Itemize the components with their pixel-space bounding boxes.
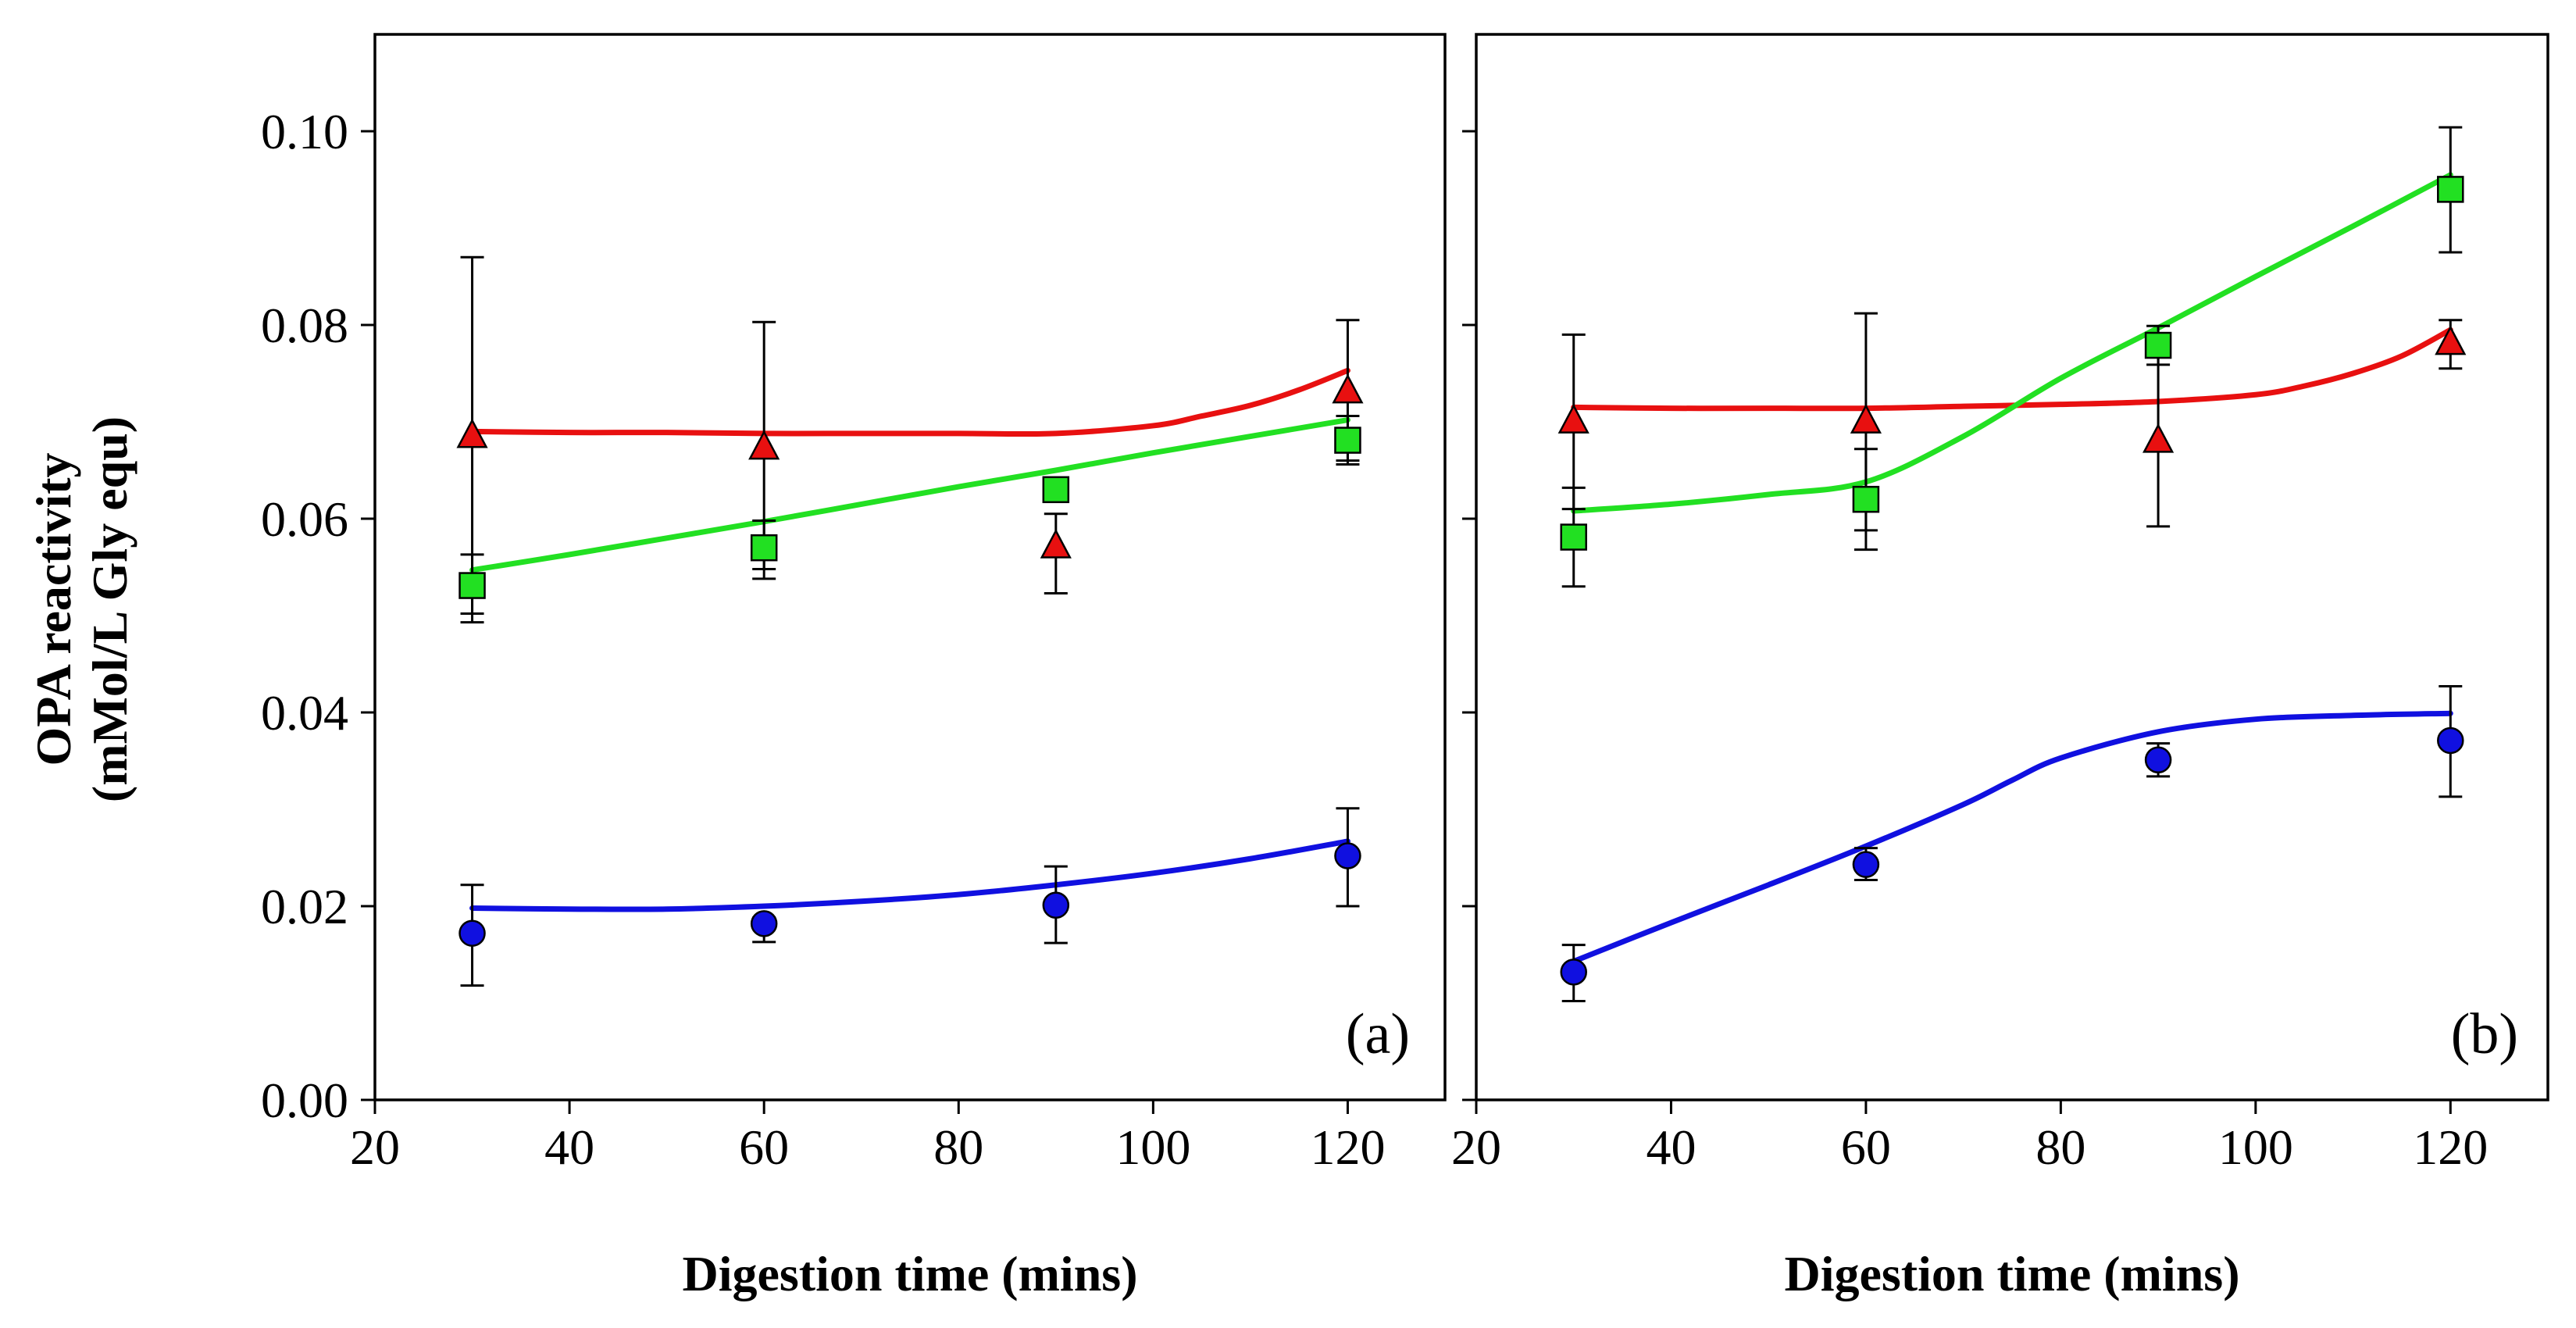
panel-b-blue-circles-point-90 [2144, 746, 2172, 774]
panel-a-x-tick-label-120: 120 [1310, 1119, 1385, 1175]
panel-b-green-squares-fit-line [1571, 172, 2453, 514]
panel-b-ticks: 20 40 60 80 100 120 [1451, 130, 2488, 1175]
panel-b-error-bars [1561, 126, 2463, 1003]
panel-b-red-triangles-point-30 [1557, 403, 1589, 434]
panel-a-x-tick-label-40: 40 [544, 1119, 594, 1175]
panel-b-green-squares-point-120 [2437, 176, 2464, 203]
panel-a: 20 40 60 80 100 120 0.00 0.02 0.04 0.06 0.08 0.10 (… [261, 33, 1447, 1301]
panel-a-red-triangles-point-30 [456, 418, 488, 448]
panel-a-red-triangles-fit-line [469, 367, 1350, 437]
panel-a-y-tick-label-0.06: 0.06 [261, 491, 348, 547]
panel-a-green-squares-point-120 [1334, 427, 1361, 454]
panel-a-markers [456, 373, 1364, 947]
panel-a-x-axis-title: Digestion time (mins) [682, 1246, 1137, 1301]
panel-a-y-tick-label-0.10: 0.10 [261, 104, 348, 159]
panel-b-red-triangles-fit-line [1571, 327, 2453, 412]
panel-a-x-tick-label-80: 80 [933, 1119, 983, 1175]
panel-b-markers [1557, 176, 2467, 986]
panel-a-frame [373, 33, 1447, 1101]
panel-b-red-triangles-point-90 [2143, 423, 2175, 453]
panel-a-label: (a) [1346, 1002, 1410, 1066]
panel-a-x-tick-label-100: 100 [1115, 1119, 1190, 1175]
y-axis-title-line1: OPA reactivity [26, 452, 81, 766]
panel-b-blue-circles-fit-line [1571, 710, 2453, 965]
panel-a-green-squares-point-90 [1042, 476, 1070, 504]
panel-a-red-triangles-point-120 [1332, 373, 1364, 404]
y-axis-title-line2: (mMol/L Gly equ) [82, 416, 137, 802]
panel-b: 20 40 60 80 100 120 (b) Digestion time (mins) [1451, 33, 2549, 1301]
panel-b-red-triangles-point-120 [2435, 325, 2467, 355]
panel-a-y-tick-label-0.08: 0.08 [261, 298, 348, 353]
panel-a-blue-circles-point-30 [458, 919, 486, 947]
panel-b-blue-circles-point-60 [1852, 851, 1880, 878]
panel-b-x-tick-label-120: 120 [2413, 1119, 2488, 1175]
panel-b-label: (b) [2451, 1002, 2518, 1066]
panel-b-green-squares-point-30 [1560, 523, 1587, 551]
y-axis-title: OPA reactivity (mMol/L Gly equ) [26, 416, 137, 802]
panel-a-y-tick-label-0.00: 0.00 [261, 1073, 348, 1128]
panel-b-blue-circles-point-30 [1560, 959, 1587, 986]
panel-a-green-squares-fit-line [469, 417, 1350, 573]
panel-b-x-tick-label-40: 40 [1646, 1119, 1696, 1175]
panel-b-frame [1475, 33, 2549, 1101]
panel-b-green-squares-point-60 [1852, 485, 1880, 513]
panel-b-x-tick-label-80: 80 [2035, 1119, 2085, 1175]
panel-a-green-squares-point-30 [458, 572, 486, 599]
panel-b-x-axis-title: Digestion time (mins) [1784, 1246, 2239, 1301]
panel-b-red-triangles-point-60 [1850, 403, 1882, 434]
panel-a-blue-circles-point-120 [1334, 842, 1361, 869]
panel-a-red-triangles-point-90 [1040, 528, 1072, 559]
panel-a-blue-circles-fit-line [469, 838, 1350, 912]
panel-b-x-tick-label-20: 20 [1451, 1119, 1501, 1175]
panel-a-ticks: 20 40 60 80 100 120 0.00 0.02 0.04 0.06 0.08 0.10 [261, 104, 1385, 1175]
panel-a-fit-lines [469, 367, 1350, 912]
panel-a-y-tick-label-0.02: 0.02 [261, 879, 348, 934]
panel-a-x-tick-label-60: 60 [739, 1119, 789, 1175]
panel-a-blue-circles-point-90 [1042, 891, 1070, 919]
panel-a-red-triangles-point-60 [748, 430, 780, 460]
panel-a-error-bars [460, 255, 1360, 987]
panel-b-fit-lines [1571, 172, 2453, 965]
panel-a-blue-circles-point-60 [750, 910, 778, 937]
panel-b-x-tick-label-60: 60 [1841, 1119, 1891, 1175]
panel-b-blue-circles-point-120 [2437, 726, 2464, 755]
panel-b-x-tick-label-100: 100 [2218, 1119, 2293, 1175]
panel-a-y-tick-label-0.04: 0.04 [261, 685, 348, 741]
panel-b-green-squares-point-90 [2144, 331, 2172, 359]
panel-a-green-squares-point-60 [750, 534, 778, 562]
panel-a-x-tick-label-20: 20 [350, 1119, 400, 1175]
